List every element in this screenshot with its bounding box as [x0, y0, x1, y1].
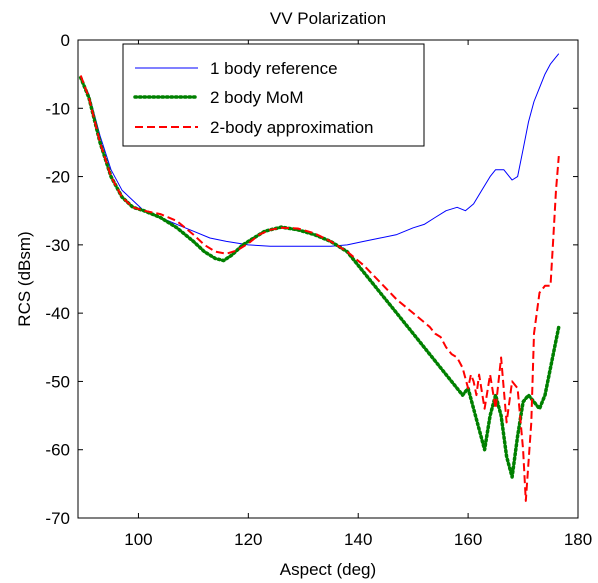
chart-title: VV Polarization: [270, 9, 386, 28]
y-tick-label: -60: [45, 441, 70, 460]
y-tick-label: -50: [45, 372, 70, 391]
y-tick-label: -70: [45, 509, 70, 528]
x-tick-label: 120: [234, 530, 262, 549]
y-tick-label: -40: [45, 304, 70, 323]
legend-label-1: 1 body reference: [210, 59, 338, 78]
y-tick-label: 0: [61, 31, 70, 50]
y-axis-label: RCS (dBsm): [15, 231, 34, 326]
series-line-3: [79, 75, 560, 502]
legend-box: [122, 43, 425, 147]
x-axis-label: Aspect (deg): [280, 560, 376, 579]
legend: 1 body reference 2 body MoM 2-body appro…: [122, 43, 425, 147]
series-layer: [78, 53, 561, 502]
x-tick-label: 180: [564, 530, 592, 549]
y-tick-label: -10: [45, 99, 70, 118]
x-tick-label: 140: [344, 530, 372, 549]
legend-label-3: 2-body approximation: [210, 118, 373, 137]
y-tick-label: -30: [45, 236, 70, 255]
x-tick-label: 100: [124, 530, 152, 549]
legend-label-2: 2 body MoM: [210, 88, 304, 107]
series-line-2: [78, 75, 561, 479]
axis-ticks: 100 120 140 160 180 0 -10 -20 -30 -40 -50 -60 -70: [45, 31, 592, 549]
y-tick-label: -20: [45, 168, 70, 187]
x-tick-label: 160: [454, 530, 482, 549]
